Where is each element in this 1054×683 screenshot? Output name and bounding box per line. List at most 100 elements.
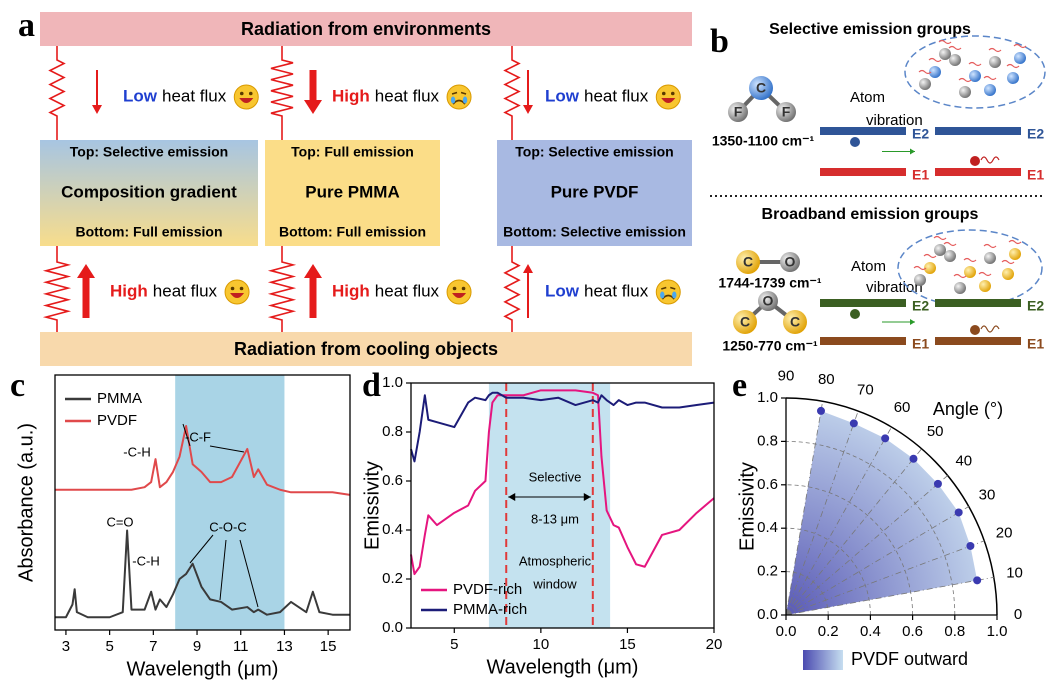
level-label: E1 [912, 167, 929, 183]
shaded-region [488, 383, 611, 628]
annotation: Atmospheric [519, 553, 592, 568]
atom [733, 310, 757, 334]
angle-tick-label: 70 [857, 382, 874, 399]
vibration-label: Atom [850, 89, 885, 106]
emoji-tear [450, 96, 456, 104]
annotation: C=O [106, 514, 133, 529]
spring [503, 46, 521, 140]
vibration-label: vibration [866, 279, 923, 296]
angle-tick-label: 50 [927, 423, 944, 440]
x-tick-label: 0.2 [818, 623, 839, 640]
flux-arrow [77, 264, 95, 318]
energy-level [935, 299, 1021, 307]
emoji-eye [661, 286, 667, 290]
level-label: E1 [1027, 167, 1044, 183]
data-point [849, 419, 858, 428]
y-tick-label: 0.8 [382, 423, 403, 440]
emoji-eye [661, 91, 666, 96]
layer-box [40, 140, 258, 246]
vibration-squiggle [968, 61, 982, 67]
energy-level [820, 168, 906, 176]
atom-label: C [790, 314, 800, 330]
group-title: Broadband emission groups [762, 206, 979, 223]
cluster-atom [924, 262, 936, 274]
level-label: E2 [912, 126, 929, 142]
emoji-eye [452, 286, 457, 291]
emoji-face [224, 279, 250, 305]
wavenumber: 1744-1739 cm⁻¹ [718, 275, 821, 291]
series-line [410, 391, 715, 463]
x-tick-label: 5 [105, 638, 113, 655]
x-tick-label: 7 [149, 638, 157, 655]
vibration-squiggle [943, 241, 957, 247]
y-tick-label: 0.2 [382, 570, 403, 587]
annotation: Selective [529, 469, 582, 484]
legend-swatch [803, 650, 843, 670]
vibration-squiggle [933, 235, 947, 241]
x-tick-label: 15 [619, 636, 636, 653]
x-tick-label: 0.4 [860, 623, 881, 640]
emoji-tear [660, 291, 665, 299]
electron [850, 137, 860, 147]
atom [749, 76, 773, 100]
flux-level: Low [123, 86, 158, 105]
plot-frame [410, 382, 715, 629]
data-point [954, 508, 963, 517]
angle-tick-label: 90 [778, 367, 795, 384]
cluster-atom [989, 56, 1001, 68]
x-tick-label: 10 [533, 636, 550, 653]
cluster-atom [934, 244, 946, 256]
top-band-label: Radiation from environments [241, 19, 491, 39]
x-tick-label: 0.6 [902, 623, 923, 640]
emoji-eye [670, 91, 675, 96]
angle-tick-label: 40 [955, 453, 972, 470]
vibration-squiggle [983, 243, 997, 249]
emoji-tear [672, 291, 677, 299]
electron-vibration [980, 325, 1000, 333]
vibration-squiggle [978, 271, 992, 277]
panel-label: a [18, 7, 35, 44]
radial-grid [785, 441, 956, 616]
vibration-squiggle [1006, 63, 1020, 69]
flux-arrow [92, 70, 102, 114]
vibration-label: Atom [851, 258, 886, 275]
level-label: E1 [1027, 336, 1044, 352]
layer-box [265, 140, 440, 246]
level-label: E1 [912, 336, 929, 352]
data-point [816, 406, 825, 415]
wavenumber: 1350-1100 cm⁻¹ [712, 133, 815, 149]
box-top: Top: Full emission [291, 144, 414, 160]
box-top: Top: Selective emission [70, 144, 228, 160]
vibration-label: vibration [866, 112, 923, 129]
annotation: -C-H [123, 444, 150, 459]
series-line [55, 529, 350, 619]
spring [503, 246, 521, 332]
y-axis-label: Emissivity [361, 461, 383, 550]
energy-level [935, 127, 1021, 135]
annotation: 8-13 μm [531, 511, 579, 526]
vibration-squiggle [963, 257, 977, 263]
angle-tick-label: 0 [1014, 606, 1022, 623]
angle-grid [785, 410, 859, 616]
series-line [410, 389, 715, 576]
box-name: Composition gradient [61, 182, 237, 201]
transition-arrow-head [910, 148, 915, 155]
y-axis-label: Emissivity [736, 462, 758, 551]
x-tick-label: 9 [193, 638, 201, 655]
emoji-eye [670, 286, 676, 290]
annotation-arrow [209, 445, 245, 453]
annotation-arrow [189, 534, 214, 564]
vibration-squiggle [913, 265, 927, 271]
panel-label: b [710, 23, 729, 60]
cluster-atom [984, 252, 996, 264]
atom-label: O [763, 293, 774, 309]
emoji-eye [451, 91, 458, 95]
electron [850, 309, 860, 319]
flux-level: High [332, 281, 370, 300]
box-top: Top: Selective emission [515, 144, 673, 160]
annotation: window [532, 576, 577, 591]
cluster-atom [929, 66, 941, 78]
cluster-atom [939, 48, 951, 60]
level-label: E2 [1027, 298, 1044, 314]
